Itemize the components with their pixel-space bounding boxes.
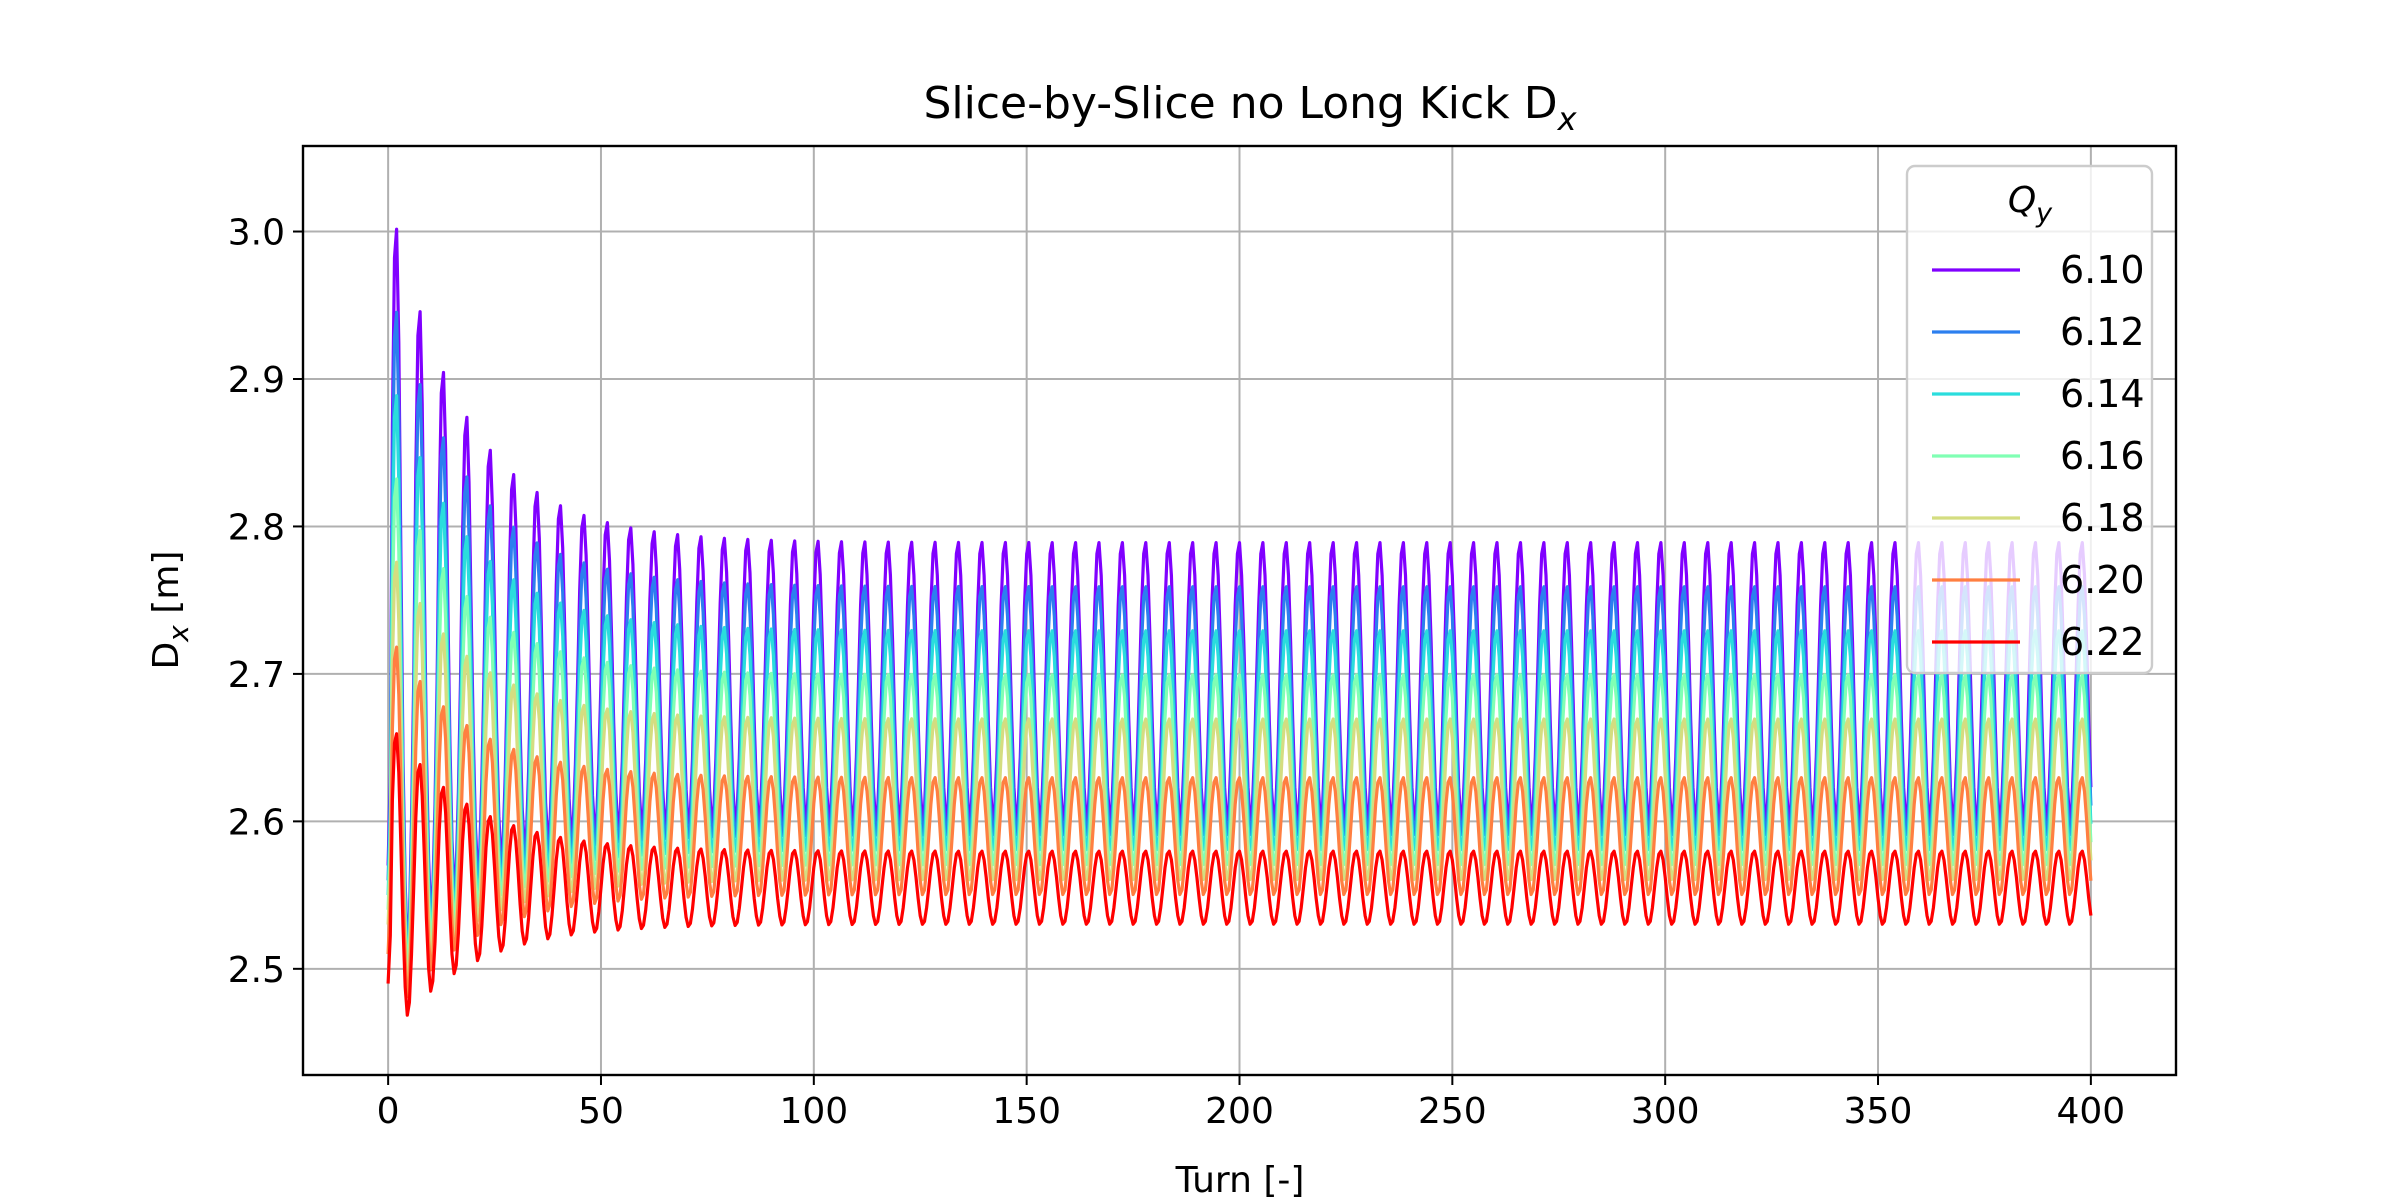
- y-tick-label: 3.0: [228, 213, 285, 254]
- y-tick-label: 2.9: [228, 360, 285, 401]
- y-axis-ticks: 2.5 2.6 2.7 2.8 2.9 3.0: [228, 213, 303, 991]
- y-tick-label: 2.6: [228, 802, 285, 843]
- x-tick-label: 100: [779, 1091, 848, 1132]
- x-tick-label: 200: [1205, 1091, 1274, 1132]
- y-tick-label: 2.7: [228, 655, 285, 696]
- x-tick-label: 300: [1631, 1091, 1700, 1132]
- legend-items: 6.10 6.12 6.14 6.16 6.18 6.20 6.22: [1932, 248, 2145, 664]
- x-tick-label: 150: [992, 1091, 1061, 1132]
- legend-label: 6.18: [2060, 496, 2145, 540]
- legend-label: 6.14: [2060, 372, 2145, 416]
- legend-label: 6.12: [2060, 310, 2145, 354]
- y-tick-label: 2.8: [228, 507, 285, 548]
- x-axis-label: Turn [-]: [1175, 1160, 1305, 1200]
- chart-title: Slice-by-Slice no Long Kick Dx: [923, 78, 1577, 138]
- legend-label: 6.10: [2060, 248, 2145, 292]
- legend-label: 6.20: [2060, 558, 2145, 602]
- legend-title: Qy: [2008, 180, 2053, 229]
- series-line-6-22: [386, 732, 2093, 1017]
- x-tick-label: 400: [2057, 1091, 2126, 1132]
- x-tick-label: 0: [377, 1091, 400, 1132]
- legend-box: [1905, 164, 2154, 675]
- x-tick-label: 350: [1844, 1091, 1913, 1132]
- series-line-6-18: [386, 560, 2093, 984]
- x-tick-label: 250: [1418, 1091, 1487, 1132]
- legend-label: 6.22: [2060, 620, 2145, 664]
- series-lines: [386, 227, 2093, 1017]
- legend-label: 6.16: [2060, 434, 2145, 478]
- y-tick-label: 2.5: [228, 950, 285, 991]
- x-axis-ticks: 0 50 100 150 200 250 300 350 400: [377, 1075, 2126, 1132]
- series-line-6-20: [386, 645, 2093, 999]
- legend: Qy 6.10 6.12 6.14 6.16 6.18 6.20 6.22: [1905, 164, 2154, 675]
- x-tick-label: 50: [578, 1091, 624, 1132]
- y-axis-label: Dx [m]: [146, 551, 195, 670]
